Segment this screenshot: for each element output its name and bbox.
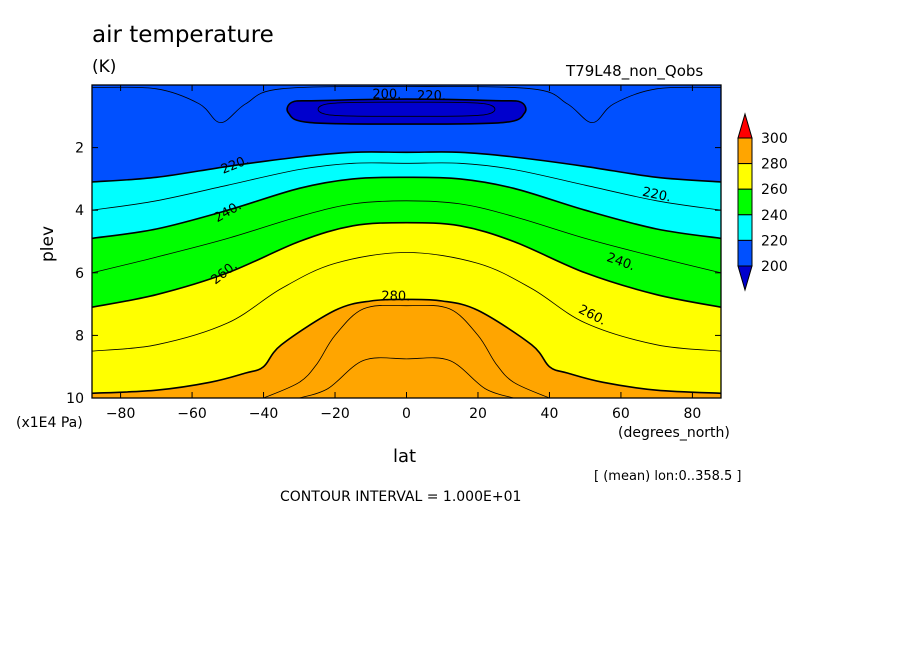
contour-label: 280. xyxy=(381,289,410,304)
y-tick-label: 2 xyxy=(75,141,84,157)
x-tick-label: 80 xyxy=(683,406,701,422)
x-tick-label: −60 xyxy=(177,406,207,422)
colorbar-max-arrow xyxy=(737,112,753,139)
colorbar-min-arrow xyxy=(737,265,753,292)
y-tick-label: 10 xyxy=(66,391,84,407)
x-tick-label: 40 xyxy=(541,406,559,422)
contour-line xyxy=(92,252,721,352)
x-tick-label: 20 xyxy=(469,406,487,422)
x-tick-label: 60 xyxy=(612,406,630,422)
chart-units: (K) xyxy=(92,57,117,77)
colorbar-label: 220 xyxy=(761,233,788,249)
colorbar-swatch xyxy=(737,239,753,267)
contour-label: 200. xyxy=(372,87,401,102)
contour-interval-text: CONTOUR INTERVAL = 1.000E+01 xyxy=(280,489,522,505)
field-fill xyxy=(287,99,526,125)
colorbar-label: 260 xyxy=(761,182,788,198)
contour-line xyxy=(92,176,721,240)
contour-line xyxy=(263,304,550,398)
chart-title: air temperature xyxy=(92,22,274,48)
colorbar-swatch xyxy=(737,188,753,216)
y-tick-label: 8 xyxy=(75,328,84,344)
colorbar-label: 200 xyxy=(761,259,788,275)
x-tick-label: −80 xyxy=(106,406,136,422)
contour-line xyxy=(286,98,527,125)
colorbar-label: 280 xyxy=(761,157,788,173)
field-fill xyxy=(299,357,514,398)
y-tick-label: 4 xyxy=(75,203,84,219)
contour-line xyxy=(317,101,496,117)
contour-label: 220. xyxy=(641,185,672,206)
colorbar-swatch xyxy=(737,214,753,241)
x-axis-units: (degrees_north) xyxy=(618,425,730,441)
contour-line xyxy=(92,200,721,274)
x-tick-label: −20 xyxy=(320,406,350,422)
contour-line xyxy=(92,298,721,395)
contour-line xyxy=(92,162,721,211)
colorbar-label: 240 xyxy=(761,208,788,224)
colorbar-label: 300 xyxy=(761,131,788,147)
contour-line xyxy=(92,151,721,183)
y-tick-label: 6 xyxy=(75,266,84,282)
y-axis-units: (x1E4 Pa) xyxy=(16,415,83,431)
run-label: T79L48_non_Qobs xyxy=(566,62,704,80)
mean-info-text: [ (mean) lon:0..358.5 ] xyxy=(594,469,742,484)
colorbar-swatch xyxy=(737,137,753,165)
x-axis-label: lat xyxy=(393,446,417,467)
x-tick-label: 0 xyxy=(402,406,411,422)
contour-label: 220. xyxy=(417,89,446,104)
contour-line xyxy=(92,221,721,308)
colorbar-swatch xyxy=(737,163,753,190)
field-fill xyxy=(263,305,550,398)
contour-line xyxy=(299,357,514,398)
x-tick-label: −40 xyxy=(249,406,279,422)
